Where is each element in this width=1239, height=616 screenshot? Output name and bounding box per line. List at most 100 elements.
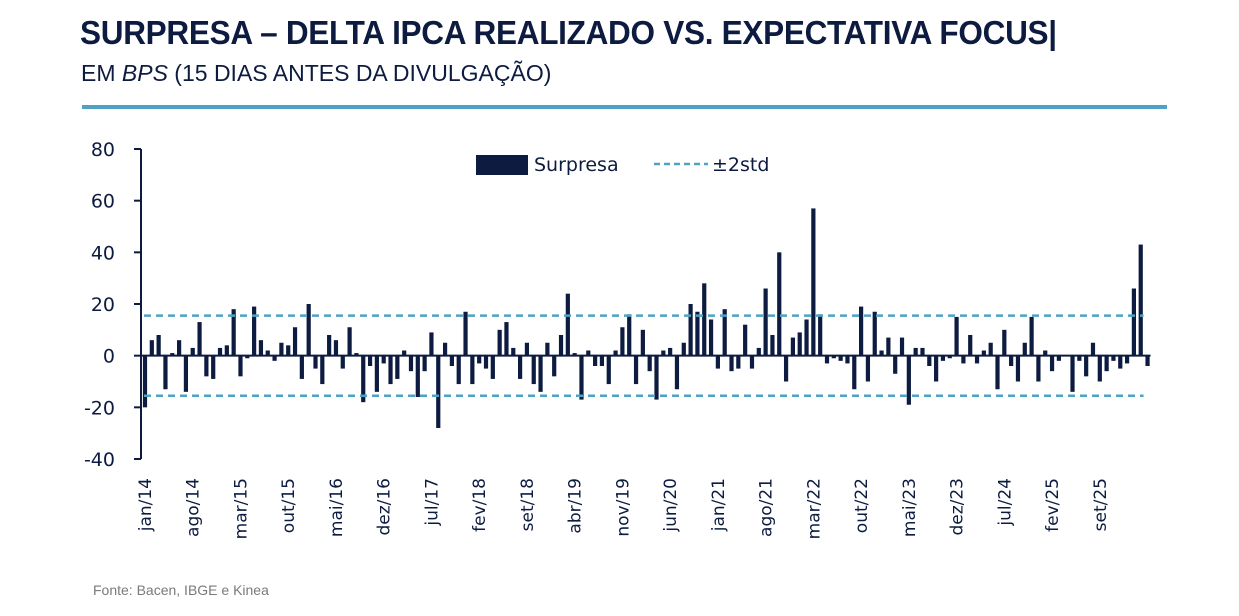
- x-tick-label: fev/25: [1043, 478, 1063, 532]
- bar: [913, 347, 918, 356]
- bar: [1049, 355, 1055, 372]
- legend-swatch-surpresa: [476, 155, 528, 175]
- bar: [258, 340, 264, 356]
- bar: [1009, 355, 1014, 366]
- bar: [183, 355, 189, 392]
- bar: [790, 337, 795, 356]
- bar: [681, 342, 686, 356]
- bar: [995, 355, 1000, 390]
- bar: [647, 355, 652, 372]
- x-tick-label: jul/17: [422, 478, 442, 527]
- y-tick-label: -20: [84, 397, 115, 419]
- bands-group: [144, 314, 1144, 397]
- bar: [354, 353, 359, 356]
- bar: [920, 347, 925, 356]
- bar: [879, 350, 884, 356]
- y-tick-label: 60: [91, 191, 115, 213]
- bar: [927, 355, 932, 366]
- x-tick-label: set/25: [1091, 478, 1111, 531]
- bar: [811, 208, 816, 356]
- bar: [252, 306, 257, 356]
- bar: [708, 319, 714, 356]
- x-tick-label: jan/14: [136, 478, 156, 532]
- bar: [940, 355, 946, 361]
- bar: [374, 355, 379, 392]
- bar: [1002, 329, 1007, 356]
- bar: [497, 329, 502, 356]
- bar: [163, 355, 168, 390]
- bar: [395, 355, 400, 379]
- bar: [599, 355, 605, 366]
- bar: [961, 355, 966, 364]
- bar: [954, 316, 959, 356]
- x-tick-label: fev/18: [470, 478, 490, 532]
- bar: [333, 340, 339, 356]
- bar: [872, 311, 877, 356]
- bar: [429, 332, 434, 356]
- bar: [729, 355, 734, 372]
- bar: [818, 314, 823, 356]
- bar: [204, 355, 209, 377]
- x-tick-label: jan/21: [709, 478, 729, 532]
- bars-group: [142, 208, 1150, 428]
- bar: [1036, 355, 1041, 382]
- y-tick-label: 0: [103, 346, 115, 368]
- bar: [504, 322, 509, 356]
- bar: [797, 332, 802, 356]
- bar: [422, 355, 427, 372]
- bar: [988, 342, 993, 356]
- bar: [688, 304, 693, 356]
- bar: [327, 335, 332, 356]
- bar: [408, 355, 414, 372]
- bar: [893, 355, 898, 374]
- subtitle-prefix: EM: [81, 60, 122, 86]
- subtitle-suffix: (15 DIAS ANTES DA DIVULGAÇÃO): [167, 60, 552, 86]
- bar: [388, 355, 393, 385]
- bar: [545, 342, 550, 356]
- bar: [702, 283, 707, 356]
- bar: [477, 355, 482, 364]
- x-tick-label: out/15: [279, 478, 299, 533]
- bar: [1111, 355, 1116, 361]
- bar: [606, 355, 611, 385]
- bar: [272, 355, 277, 361]
- bar: [824, 355, 830, 364]
- bar: [245, 355, 250, 359]
- bar: [934, 355, 939, 382]
- bar: [736, 355, 741, 369]
- bar: [722, 309, 727, 356]
- bar: [565, 293, 570, 356]
- bar: [442, 342, 448, 356]
- chart-subtitle: EM BPS (15 DIAS ANTES DA DIVULGAÇÃO): [81, 60, 551, 87]
- bar: [640, 329, 645, 356]
- bar: [743, 324, 748, 356]
- bar: [1015, 355, 1021, 382]
- bar: [490, 355, 495, 379]
- bar: [217, 347, 223, 356]
- bar: [886, 337, 891, 356]
- bar: [170, 353, 175, 356]
- bar: [197, 322, 202, 356]
- bar: [402, 350, 407, 356]
- bar: [804, 319, 809, 356]
- x-tick-label: mar/22: [804, 478, 824, 539]
- bar: [449, 355, 454, 366]
- bar: [783, 355, 789, 382]
- bar: [777, 252, 782, 356]
- bar: [518, 355, 523, 379]
- bar: [845, 355, 850, 364]
- bar: [483, 355, 489, 369]
- bar: [654, 355, 659, 400]
- bar: [865, 355, 871, 382]
- bar: [1145, 355, 1150, 366]
- bar: [1131, 288, 1136, 356]
- legend: Surpresa ±2std: [476, 154, 769, 176]
- bar: [586, 350, 591, 356]
- x-tick-label: ago/14: [184, 478, 204, 537]
- bar: [265, 350, 270, 356]
- bar: [968, 335, 973, 356]
- bar: [1084, 355, 1089, 377]
- bar: [1077, 355, 1082, 361]
- bar: [593, 355, 598, 366]
- axes-group: [134, 148, 1151, 460]
